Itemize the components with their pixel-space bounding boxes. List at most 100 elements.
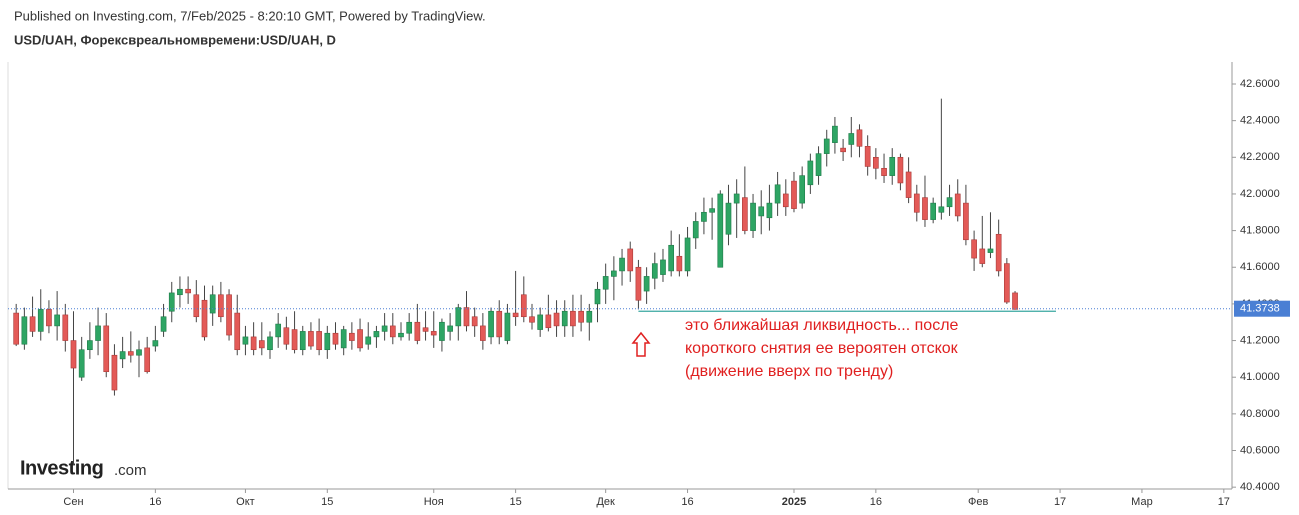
candle-body (185, 288, 191, 294)
candle-body (774, 184, 781, 204)
candle-body (840, 147, 846, 153)
x-tick-label: 16 (149, 496, 161, 508)
candle-body (627, 248, 634, 272)
candle-body (684, 237, 691, 272)
candle-body (455, 307, 462, 327)
candle-body (537, 314, 544, 330)
candle-body (807, 160, 814, 186)
candle-body (127, 351, 134, 356)
candle-body (193, 294, 200, 318)
candle-body (1012, 292, 1018, 310)
candle-body (406, 321, 413, 334)
candle-body (357, 329, 363, 349)
candle-body (676, 255, 683, 272)
watermark-suffix: .com (114, 462, 147, 479)
x-tick-label: Мар (1131, 496, 1153, 508)
candle-body (553, 312, 560, 327)
candle-body (692, 221, 699, 239)
annotation-text: это ближайшая ликвидность... после (685, 317, 959, 334)
candle-body (651, 263, 658, 279)
candle-body (987, 248, 994, 253)
candle-body (643, 276, 650, 292)
last-price-box (1234, 300, 1290, 317)
x-tick-label: 2025 (782, 496, 806, 508)
published-note: Published on Investing.com, 7/Feb/2025 -… (14, 8, 486, 23)
candle-body (349, 332, 355, 341)
candle-body (586, 310, 593, 323)
y-tick-label: 40.4000 (1240, 481, 1280, 493)
y-tick-label: 42.0000 (1240, 188, 1280, 200)
candle-body (78, 349, 85, 378)
candle-body (570, 310, 576, 327)
candle-body (21, 316, 28, 345)
candle-body (1004, 263, 1010, 303)
candle-body (258, 340, 265, 349)
candle-body (463, 307, 470, 327)
candle-body (782, 193, 789, 208)
candle-body (447, 325, 453, 332)
x-tick-label: Сен (63, 496, 83, 508)
candle-body (864, 146, 871, 167)
candle-body (594, 288, 601, 305)
candle-body (324, 332, 331, 351)
candle-body (37, 309, 44, 332)
candle-body (791, 180, 797, 209)
candle-body (267, 336, 273, 351)
candle-body (95, 325, 101, 341)
annotation-text: короткого снятия ее вероятен отскок (685, 340, 959, 357)
y-tick-label: 41.0000 (1240, 371, 1280, 383)
candle-body (660, 259, 666, 275)
y-tick-label: 40.6000 (1240, 444, 1280, 456)
candle-body (504, 312, 511, 341)
x-tick-label: 17 (1054, 496, 1066, 508)
candle-body (873, 156, 879, 169)
candle-body (480, 325, 486, 341)
candle-body (766, 202, 773, 219)
candle-body (111, 354, 118, 391)
y-tick-label: 42.4000 (1240, 115, 1280, 127)
candle-body (897, 156, 904, 184)
candle-body (381, 325, 388, 332)
candle-body (913, 193, 920, 213)
candle-body (815, 153, 822, 176)
candle-body (529, 316, 535, 323)
candle-body (332, 332, 339, 345)
candle-body (758, 206, 765, 217)
candle-body (946, 197, 953, 208)
candle-body (889, 156, 896, 176)
candle-body (87, 340, 93, 351)
candle-body (611, 270, 617, 277)
candle-body (160, 316, 167, 332)
candle-body (365, 336, 372, 345)
x-tick-label: 15 (321, 496, 333, 508)
candle-body (152, 340, 159, 347)
candle-body (209, 294, 216, 314)
candle-body (578, 310, 584, 323)
candle-body (709, 208, 715, 213)
candle-body (291, 329, 298, 351)
candle-body (512, 312, 519, 318)
candle-body (725, 202, 732, 235)
x-tick-label: 16 (870, 496, 882, 508)
candle-body (717, 193, 724, 268)
candle-body (954, 193, 961, 217)
candle-body (750, 202, 756, 231)
candle-body (414, 321, 421, 341)
candle-body (316, 331, 322, 351)
x-tick-label: Ноя (424, 496, 444, 508)
candle-body (905, 171, 912, 198)
candle-body (29, 316, 36, 332)
last-price-label: 41.3738 (1240, 303, 1280, 315)
candle-body (979, 248, 986, 264)
y-tick-label: 42.6000 (1240, 78, 1280, 90)
candle-body (881, 167, 887, 176)
candle-body (242, 336, 249, 345)
candle-body (848, 133, 855, 145)
candle-body (930, 202, 937, 220)
candle-body (471, 316, 478, 327)
candle-body (971, 239, 977, 259)
x-tick-label: 15 (509, 496, 521, 508)
candle-body (561, 310, 568, 327)
y-tick-label: 41.2000 (1240, 334, 1280, 346)
